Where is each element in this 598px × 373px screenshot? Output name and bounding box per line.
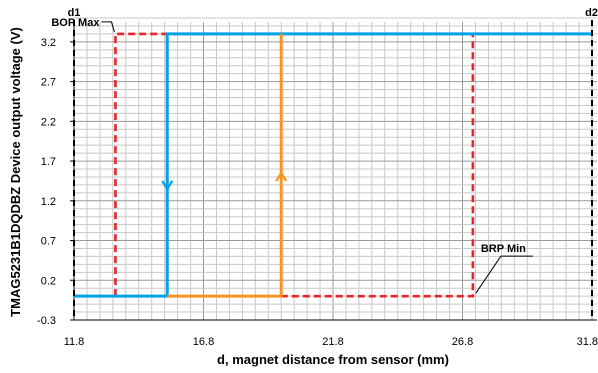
annotation-leader: [475, 255, 533, 294]
y-tick-label: 1.2: [41, 196, 56, 208]
x-tick-label: 16.8: [193, 336, 214, 348]
series-line-1: [74, 32, 592, 298]
y-tick-label: 2.7: [41, 77, 56, 89]
series-arrow-down: [161, 180, 174, 191]
annotation-bop-max: BOP Max: [51, 17, 100, 29]
grid: [73, 17, 597, 321]
series-line-2: [167, 33, 283, 298]
y-tick-label: 1.7: [41, 156, 56, 168]
vlines: d1 d2: [68, 7, 598, 320]
x-axis-title: d, magnet distance from sensor (mm): [217, 352, 449, 367]
y-tick-label: -0.3: [37, 315, 56, 327]
y-tick-label: 0.2: [41, 275, 56, 287]
y-axis-title: TMAG5231B1DQDBZ Device output voltage (V…: [8, 27, 23, 317]
x-tick-label: 31.8: [577, 336, 598, 348]
vline-label: d2: [585, 7, 598, 19]
x-tick-label: 26.8: [452, 336, 473, 348]
series-arrow-up: [275, 170, 288, 182]
y-tick-label: 0.7: [41, 236, 56, 248]
series: [74, 32, 592, 298]
x-tick-label: 21.8: [322, 336, 343, 348]
annotations: BOP Max BRP Min: [51, 17, 533, 294]
annotation-leader: [101, 21, 115, 33]
x-tick-label: 11.8: [64, 336, 85, 348]
tick-labels: -0.3 0.2 0.7 1.2 1.7 2.2 2.7 3.2 11.8 16.8 21.8 26.…: [37, 37, 598, 348]
y-tick-label: 3.2: [41, 37, 56, 49]
vline-label: d1: [68, 7, 81, 19]
annotation-brp-min: BRP Min: [481, 243, 526, 255]
y-tick-label: 2.2: [41, 116, 56, 128]
